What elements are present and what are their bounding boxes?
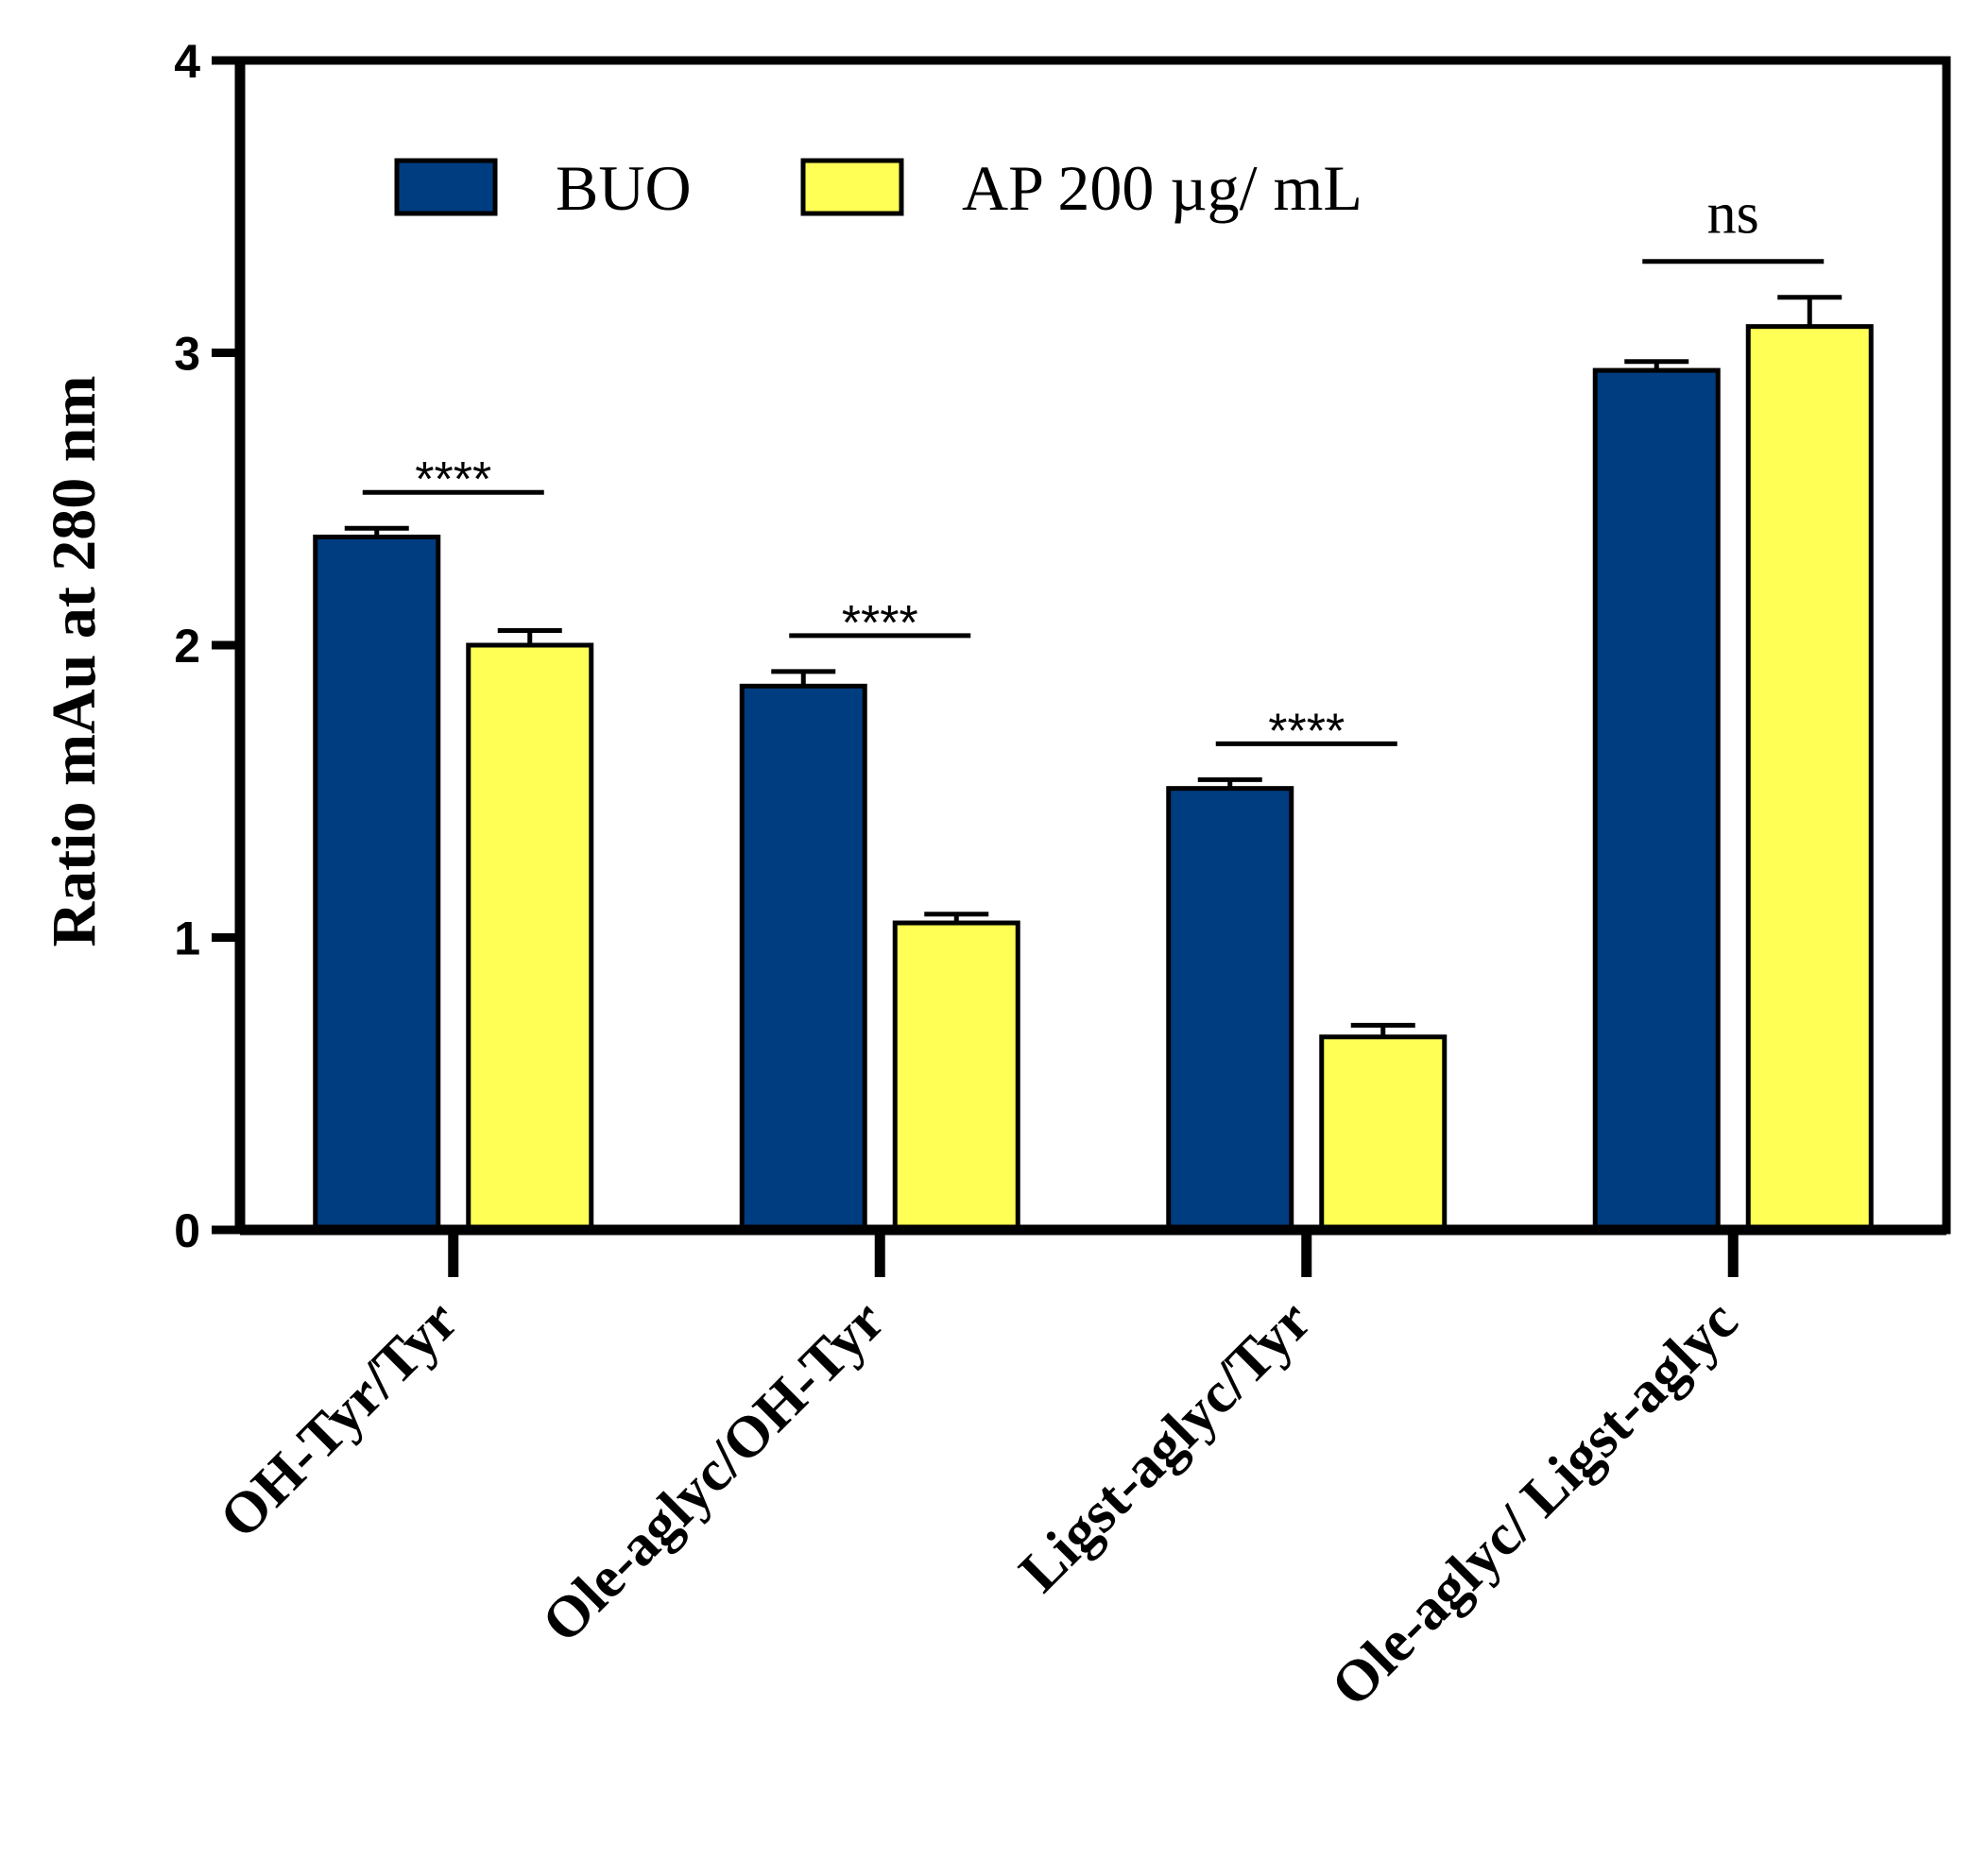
bar-ap200-3 <box>1745 324 1874 1233</box>
legend: BUO AP 200 µg/ mL <box>394 152 1362 224</box>
y-tick-label-3: 3 <box>174 328 200 381</box>
significance-label-0: **** <box>415 452 491 507</box>
bars-layer <box>313 295 1874 1233</box>
y-tick-label-2: 2 <box>174 620 200 673</box>
bar-ap200-1 <box>892 920 1020 1233</box>
bar-buo-2 <box>1166 786 1294 1233</box>
bar-ap200-0 <box>466 642 594 1233</box>
legend-swatch-0 <box>394 158 498 216</box>
legend-label-1: AP 200 µg/ mL <box>962 152 1362 224</box>
y-tick-label-4: 4 <box>174 35 200 88</box>
bar-ap200-2 <box>1319 1034 1448 1233</box>
x-tick-label-1: Ole-aglyc/OH-Tyr <box>530 1288 897 1655</box>
y-axis-label: Ratio mAu at 280 nm <box>40 376 109 947</box>
bar-buo-3 <box>1592 367 1721 1233</box>
y-tick-label-0: 0 <box>174 1204 200 1257</box>
significance-label-1: **** <box>842 596 918 651</box>
x-tick-label-3: Ole-aglyc/ Ligst-aglyc <box>1319 1288 1750 1719</box>
y-tick-label-1: 1 <box>174 912 200 965</box>
legend-label-0: BUO <box>556 152 692 224</box>
annotations-layer: **** **** **** ns <box>362 182 1825 759</box>
bar-buo-0 <box>313 534 441 1233</box>
significance-label-3: ns <box>1707 182 1759 247</box>
x-tick-label-2: Ligst-aglyc/Tyr <box>1007 1288 1324 1605</box>
legend-swatch-1 <box>800 158 904 216</box>
x-tick-label-0: OH-Tyr/Tyr <box>208 1288 471 1551</box>
bar-buo-1 <box>739 683 867 1233</box>
significance-label-2: **** <box>1268 704 1345 759</box>
